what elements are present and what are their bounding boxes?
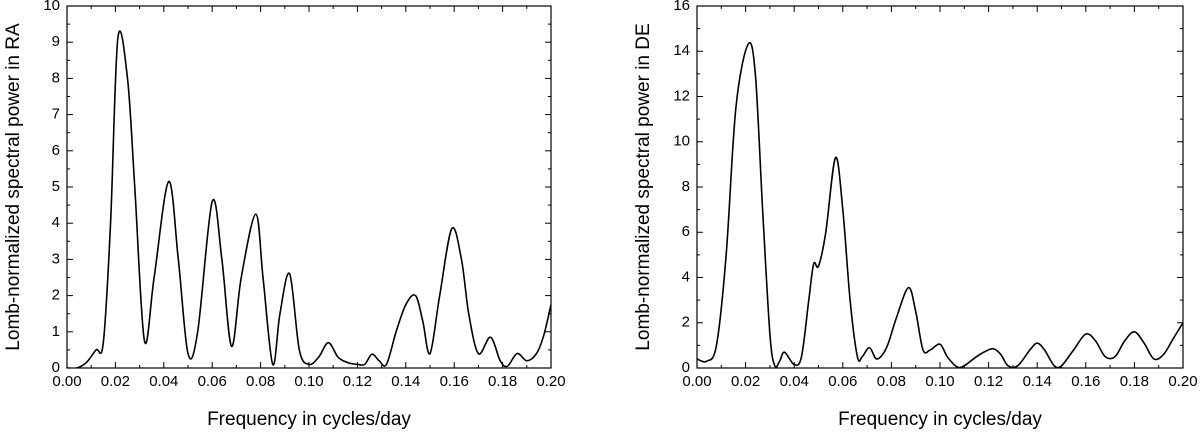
x-axis-label: Frequency in cycles/day <box>838 409 1042 430</box>
y-tick-label: 8 <box>52 69 60 86</box>
x-tick-label: 0.00 <box>52 373 81 390</box>
x-tick-label: 0.12 <box>343 373 372 390</box>
y-tick-label: 10 <box>673 133 690 150</box>
x-tick-label: 0.06 <box>828 373 857 390</box>
x-tick-label: 0.20 <box>536 373 565 390</box>
plot-frame <box>696 5 1184 369</box>
x-tick-label: 0.04 <box>780 373 809 390</box>
x-tick-label: 0.14 <box>1023 373 1052 390</box>
y-tick-label: 2 <box>52 287 60 304</box>
y-tick-label: 4 <box>682 268 690 285</box>
x-tick-label: 0.00 <box>682 373 711 390</box>
y-tick-label: 0 <box>682 359 690 376</box>
y-tick-label: 5 <box>52 178 60 195</box>
x-tick-label: 0.12 <box>974 373 1003 390</box>
x-tick-label: 0.18 <box>488 373 517 390</box>
y-tick-label: 6 <box>682 223 690 240</box>
x-tick-label: 0.08 <box>246 373 275 390</box>
spectrum-line <box>67 30 551 368</box>
x-tick-label: 0.06 <box>198 373 227 390</box>
x-tick-label: 0.10 <box>925 373 954 390</box>
y-tick-label: 16 <box>673 0 690 14</box>
plot-frame <box>66 5 552 369</box>
y-tick-label: 2 <box>682 314 690 331</box>
y-axis-label: Lomb-normalized spectral power in RA <box>3 23 24 351</box>
spectrum-line <box>697 42 1183 368</box>
x-tick-label: 0.02 <box>101 373 130 390</box>
x-tick-label: 0.08 <box>877 373 906 390</box>
y-tick-label: 4 <box>52 214 60 231</box>
y-tick-label: 14 <box>673 42 690 59</box>
y-tick-label: 6 <box>52 142 60 159</box>
x-tick-label: 0.16 <box>440 373 469 390</box>
y-tick-label: 1 <box>52 323 60 340</box>
x-axis-label: Frequency in cycles/day <box>207 409 411 430</box>
x-tick-label: 0.10 <box>294 373 323 390</box>
y-tick-label: 8 <box>682 178 690 195</box>
x-tick-label: 0.20 <box>1168 373 1197 390</box>
x-tick-label: 0.04 <box>149 373 178 390</box>
y-tick-label: 9 <box>52 33 60 50</box>
panel: 0.00 0.02 0.04 0.06 0.08 0.10 0.12 0.14 0.16 0.18… <box>633 0 1198 430</box>
x-tick-label: 0.14 <box>391 373 420 390</box>
x-tick-label: 0.02 <box>731 373 760 390</box>
y-tick-label: 12 <box>673 87 690 104</box>
y-tick-label: 7 <box>52 106 60 123</box>
y-tick-label: 3 <box>52 250 60 267</box>
x-tick-label: 0.18 <box>1120 373 1149 390</box>
panel: 0.00 0.02 0.04 0.06 0.08 0.10 0.12 0.14 0.16 0.18… <box>3 0 566 430</box>
y-tick-label: 0 <box>52 359 60 376</box>
x-tick-label: 0.16 <box>1071 373 1100 390</box>
y-axis-label: Lomb-normalized spectral power in DE <box>633 23 654 350</box>
y-tick-label: 10 <box>43 0 60 14</box>
